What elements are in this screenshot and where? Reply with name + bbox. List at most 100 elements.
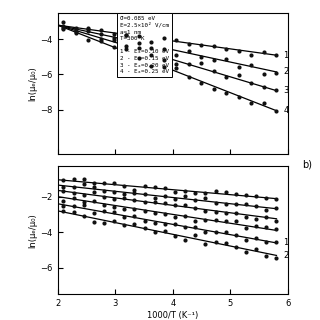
- Point: [81, 181, 86, 187]
- Point: [148, 39, 154, 44]
- Point: [132, 190, 137, 195]
- Point: [183, 203, 188, 208]
- Point: [186, 48, 191, 53]
- Point: [244, 201, 249, 206]
- Point: [71, 196, 76, 201]
- Point: [249, 80, 254, 85]
- Point: [183, 214, 188, 219]
- Point: [71, 184, 76, 189]
- Point: [203, 208, 208, 213]
- Point: [233, 244, 238, 250]
- Point: [148, 46, 154, 51]
- Point: [124, 33, 129, 38]
- Point: [172, 222, 178, 227]
- Point: [152, 199, 157, 204]
- Point: [86, 28, 91, 33]
- Point: [152, 184, 157, 189]
- Point: [236, 73, 241, 78]
- Point: [223, 211, 228, 216]
- Point: [249, 63, 254, 68]
- Point: [132, 197, 137, 203]
- Point: [233, 191, 238, 196]
- Point: [193, 233, 198, 238]
- Point: [124, 47, 129, 52]
- Point: [61, 27, 66, 32]
- Text: 4: 4: [284, 106, 289, 115]
- Point: [122, 195, 127, 200]
- Point: [174, 65, 179, 70]
- Point: [61, 23, 66, 28]
- Point: [211, 43, 216, 48]
- Point: [101, 209, 107, 214]
- Point: [172, 203, 178, 208]
- Point: [183, 238, 188, 243]
- Point: [233, 201, 238, 206]
- Point: [73, 30, 78, 35]
- Point: [61, 198, 66, 204]
- Point: [61, 209, 66, 214]
- Point: [161, 58, 166, 63]
- Point: [91, 199, 96, 204]
- Point: [183, 188, 188, 194]
- Point: [161, 46, 166, 51]
- Point: [86, 27, 91, 32]
- Point: [213, 217, 218, 222]
- Point: [203, 242, 208, 247]
- Point: [136, 34, 141, 39]
- Point: [236, 48, 241, 53]
- Point: [244, 214, 249, 219]
- Point: [186, 61, 191, 66]
- Point: [199, 61, 204, 66]
- Point: [174, 37, 179, 43]
- Point: [99, 28, 104, 33]
- Y-axis label: ln(μₑ/μ₀): ln(μₑ/μ₀): [28, 213, 37, 248]
- Point: [162, 193, 167, 198]
- Point: [101, 188, 107, 193]
- Point: [86, 26, 91, 31]
- Point: [142, 199, 147, 204]
- Point: [132, 214, 137, 219]
- Point: [112, 219, 117, 224]
- Point: [233, 232, 238, 237]
- Point: [261, 71, 267, 76]
- Point: [236, 94, 241, 99]
- Text: 1: 1: [284, 238, 289, 247]
- Point: [91, 181, 96, 186]
- Point: [86, 38, 91, 43]
- Point: [223, 201, 228, 206]
- Point: [91, 219, 96, 224]
- Point: [81, 203, 86, 208]
- Point: [183, 194, 188, 199]
- Point: [199, 81, 204, 86]
- Point: [152, 211, 157, 216]
- Point: [61, 20, 66, 25]
- Point: [172, 189, 178, 194]
- Point: [254, 203, 259, 208]
- Point: [148, 63, 154, 68]
- Point: [254, 223, 259, 228]
- Point: [274, 52, 279, 58]
- Point: [193, 197, 198, 202]
- Point: [71, 203, 76, 208]
- Point: [172, 234, 178, 239]
- Point: [61, 204, 66, 209]
- Text: σ=0.085 eV
E=2.5×10² V/cm
a=1 nm
T=300 K

1 - Eₐ=0.10 eV
2 - Eₐ=0.15 eV
3 - Eₐ=0: σ=0.085 eV E=2.5×10² V/cm a=1 nm T=300 K…: [120, 16, 169, 74]
- Point: [162, 186, 167, 191]
- Point: [142, 208, 147, 213]
- Point: [122, 191, 127, 196]
- Point: [274, 255, 279, 260]
- Point: [261, 84, 267, 89]
- Point: [101, 180, 107, 186]
- Point: [233, 219, 238, 224]
- Text: 1: 1: [284, 51, 289, 60]
- Point: [142, 226, 147, 231]
- Point: [274, 109, 279, 114]
- Point: [183, 224, 188, 229]
- Point: [81, 192, 86, 197]
- Point: [73, 25, 78, 30]
- Point: [193, 205, 198, 210]
- Point: [111, 35, 116, 40]
- Point: [101, 195, 107, 200]
- Point: [61, 25, 66, 30]
- Point: [73, 30, 78, 36]
